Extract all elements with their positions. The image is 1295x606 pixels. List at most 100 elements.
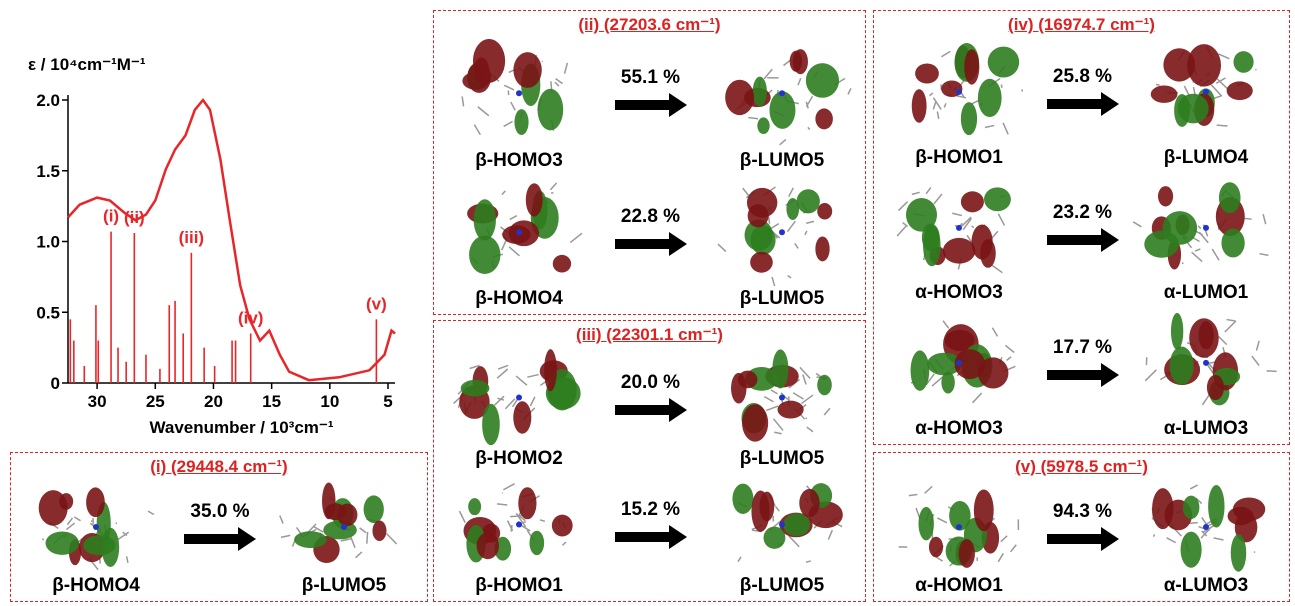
arrow: [615, 525, 687, 549]
bond: [510, 215, 517, 219]
orbital-image: [707, 39, 857, 148]
arrow-shape: [1047, 92, 1119, 116]
lobe: [513, 52, 541, 88]
bond: [998, 213, 1004, 225]
bond: [771, 390, 778, 394]
bond: [498, 365, 508, 369]
lobe: [1228, 507, 1254, 525]
bond: [805, 231, 807, 235]
lobe: [509, 220, 539, 246]
lobe: [815, 108, 832, 129]
lobe: [1233, 51, 1253, 73]
bond: [550, 182, 556, 189]
bond: [793, 393, 803, 399]
lobe: [552, 515, 573, 537]
bond: [1218, 54, 1229, 59]
from-orbital: β-HOMO1: [444, 575, 594, 597]
bond: [774, 432, 781, 433]
bond: [774, 419, 783, 431]
bond: [798, 78, 801, 85]
bond: [1145, 370, 1156, 381]
orbital-image: [707, 349, 857, 446]
bond: [985, 125, 994, 127]
bond: [1219, 337, 1227, 345]
bond: [973, 393, 982, 403]
to-orbital: β-LUMO5: [707, 288, 857, 310]
lobe: [482, 404, 500, 445]
lobe: [1227, 81, 1253, 100]
lobe: [553, 254, 571, 272]
lobe: [742, 404, 768, 441]
bond: [1189, 523, 1197, 524]
lobe: [1170, 347, 1194, 385]
bond: [944, 103, 946, 107]
lobe: [915, 63, 939, 83]
arrow: [615, 232, 687, 256]
arrow: [615, 93, 687, 117]
bond: [1190, 485, 1197, 489]
lobe: [461, 380, 490, 397]
orbital-image: [444, 178, 594, 287]
bond: [806, 418, 807, 419]
lobe: [797, 189, 820, 213]
from-orbital: β-HOMO1: [884, 147, 1034, 169]
bond: [1263, 214, 1266, 224]
bond: [542, 61, 543, 62]
stick-label: (iii): [179, 228, 205, 247]
atom: [779, 395, 785, 401]
bond: [925, 486, 933, 493]
atom: [1203, 89, 1209, 95]
bond: [1217, 125, 1228, 126]
lobe: [83, 535, 115, 555]
bond: [360, 528, 366, 533]
arrow-shape: [1047, 228, 1119, 252]
bond: [367, 532, 368, 544]
lobe: [468, 498, 481, 515]
bond: [530, 397, 535, 406]
bond: [1202, 517, 1207, 525]
bond: [941, 51, 950, 56]
lobe: [929, 537, 943, 557]
lobe: [513, 401, 531, 434]
bond: [505, 399, 515, 409]
lobe: [529, 531, 544, 555]
lobe: [59, 493, 73, 510]
to-orbital: β-LUMO5: [707, 448, 857, 470]
orbital-image: [884, 175, 1034, 281]
bond: [912, 192, 920, 194]
bond: [494, 396, 504, 405]
lobe: [294, 531, 326, 548]
arrow: [1047, 92, 1119, 116]
bond: [356, 552, 362, 558]
bond: [1001, 84, 1002, 87]
lobe: [732, 484, 753, 514]
bond: [848, 88, 851, 94]
bond: [937, 518, 947, 523]
bond: [930, 93, 933, 96]
panel-title: (ii) (27203.6 cm⁻¹): [434, 15, 865, 35]
orbital-image: [444, 476, 594, 573]
atom: [779, 90, 785, 96]
percent: 20.0 %: [606, 372, 696, 394]
from-orbital: α-HOMO3: [884, 418, 1034, 440]
transition-panel: (v) (5978.5 cm⁻¹)α-HOMO1α-LUMO394.3 %: [873, 452, 1290, 602]
bond: [789, 536, 799, 547]
bond: [806, 561, 811, 562]
lobe: [978, 79, 1002, 117]
lobe: [769, 91, 795, 129]
arrow-shape: [615, 398, 687, 422]
lobe: [783, 513, 810, 536]
transition-panel: (iv) (16974.7 cm⁻¹)β-HOMO1β-LUMO425.8 %α…: [873, 10, 1290, 445]
orbital-image: [1131, 175, 1281, 281]
lobe: [1151, 86, 1178, 103]
bond: [509, 246, 519, 255]
spectrum-line: [68, 100, 395, 380]
to-orbital: β-LUMO5: [707, 150, 857, 172]
atom: [779, 229, 785, 235]
bond: [789, 187, 794, 196]
bond: [933, 102, 935, 109]
bond: [462, 96, 463, 106]
transition-panel: (i) (29448.4 cm⁻¹)β-HOMO4β-LUMO535.0 %: [10, 452, 428, 602]
orbital-image: [884, 310, 1034, 416]
lobe: [86, 487, 105, 517]
